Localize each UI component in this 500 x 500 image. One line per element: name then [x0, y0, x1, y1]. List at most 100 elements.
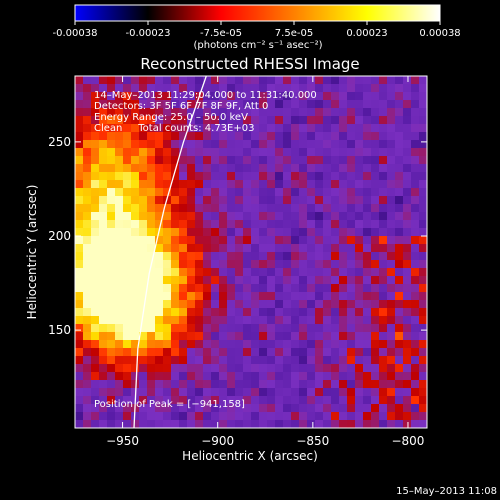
- heatmap-cell: [83, 188, 92, 197]
- heatmap-cell: [187, 372, 196, 381]
- heatmap-cell: [379, 420, 388, 428]
- heatmap-cell: [291, 300, 300, 309]
- heatmap-cell: [155, 116, 164, 125]
- heatmap-cell: [331, 300, 340, 309]
- heatmap-cell: [323, 324, 332, 333]
- heatmap-cell: [323, 260, 332, 269]
- heatmap-cell: [275, 188, 284, 197]
- heatmap-cell: [251, 228, 260, 237]
- heatmap-cell: [339, 116, 348, 125]
- heatmap-cell: [227, 220, 236, 229]
- heatmap-cell: [371, 356, 380, 365]
- heatmap-cell: [147, 348, 156, 357]
- heatmap-cell: [379, 332, 388, 341]
- heatmap-cell: [75, 308, 84, 317]
- heatmap-cell: [267, 124, 276, 133]
- heatmap-cell: [251, 300, 260, 309]
- heatmap-cell: [339, 364, 348, 373]
- heatmap-cell: [139, 140, 148, 149]
- heatmap-cell: [131, 92, 140, 101]
- heatmap-cell: [99, 212, 108, 221]
- heatmap-cell: [299, 292, 308, 301]
- heatmap-cell: [307, 372, 316, 381]
- heatmap-cell: [83, 316, 92, 325]
- heatmap-cell: [283, 340, 292, 349]
- heatmap-cell: [171, 420, 180, 428]
- heatmap-cell: [411, 236, 420, 245]
- heatmap-cell: [299, 356, 308, 365]
- heatmap-cell: [411, 292, 420, 301]
- heatmap-cell: [339, 244, 348, 253]
- heatmap-cell: [275, 148, 284, 157]
- heatmap-cell: [91, 236, 100, 245]
- heatmap-cell: [299, 412, 308, 421]
- heatmap-cell: [283, 188, 292, 197]
- heatmap-cell: [419, 324, 427, 333]
- heatmap-cell: [299, 404, 308, 413]
- heatmap-cell: [99, 180, 108, 189]
- heatmap-cell: [307, 236, 316, 245]
- heatmap-cell: [139, 268, 148, 277]
- heatmap-cell: [323, 132, 332, 141]
- heatmap-cell: [395, 364, 404, 373]
- heatmap-cell: [171, 108, 180, 117]
- chart-title: Reconstructed RHESSI Image: [140, 55, 359, 73]
- heatmap-cell: [347, 268, 356, 277]
- heatmap-cell: [395, 260, 404, 269]
- heatmap-cell: [147, 196, 156, 205]
- heatmap-cell: [115, 156, 124, 165]
- heatmap-cell: [347, 100, 356, 109]
- heatmap-cell: [331, 84, 340, 93]
- heatmap-cell: [379, 172, 388, 181]
- heatmap-cell: [283, 100, 292, 109]
- heatmap-cell: [307, 364, 316, 373]
- heatmap-cell: [379, 372, 388, 381]
- heatmap-cell: [251, 236, 260, 245]
- heatmap-cell: [267, 356, 276, 365]
- heatmap-cell: [267, 204, 276, 213]
- heatmap-cell: [187, 212, 196, 221]
- heatmap-cell: [251, 148, 260, 157]
- heatmap-cell: [419, 84, 427, 93]
- heatmap-cell: [395, 244, 404, 253]
- heatmap-cell: [171, 380, 180, 389]
- heatmap-cell: [203, 316, 212, 325]
- heatmap-cell: [387, 396, 396, 405]
- heatmap-cell: [395, 372, 404, 381]
- heatmap-cell: [115, 292, 124, 301]
- heatmap-cell: [291, 324, 300, 333]
- heatmap-cell: [331, 268, 340, 277]
- heatmap-cell: [211, 380, 220, 389]
- heatmap-cell: [123, 100, 132, 109]
- heatmap-cell: [99, 116, 108, 125]
- heatmap-cell: [299, 76, 308, 85]
- heatmap-cell: [179, 284, 188, 293]
- heatmap-cell: [107, 204, 116, 213]
- heatmap-cell: [267, 372, 276, 381]
- heatmap-cell: [179, 148, 188, 157]
- heatmap-cell: [331, 204, 340, 213]
- heatmap-cell: [131, 284, 140, 293]
- heatmap-cell: [387, 172, 396, 181]
- heatmap-cell: [131, 356, 140, 365]
- heatmap-cell: [75, 116, 84, 125]
- heatmap-cell: [379, 292, 388, 301]
- heatmap-cell: [347, 292, 356, 301]
- heatmap-cell: [283, 308, 292, 317]
- heatmap-cell: [371, 404, 380, 413]
- heatmap-cell: [219, 340, 228, 349]
- heatmap-cell: [107, 316, 116, 325]
- heatmap-cell: [259, 108, 268, 117]
- heatmap-cell: [139, 276, 148, 285]
- heatmap-cell: [91, 404, 100, 413]
- heatmap-cell: [307, 284, 316, 293]
- heatmap-cell: [331, 396, 340, 405]
- heatmap-cell: [75, 332, 84, 341]
- heatmap-cell: [83, 292, 92, 301]
- heatmap-cell: [323, 76, 332, 85]
- heatmap-cell: [139, 364, 148, 373]
- heatmap-cell: [211, 100, 220, 109]
- heatmap-cell: [323, 300, 332, 309]
- heatmap-cell: [347, 260, 356, 269]
- heatmap-cell: [275, 100, 284, 109]
